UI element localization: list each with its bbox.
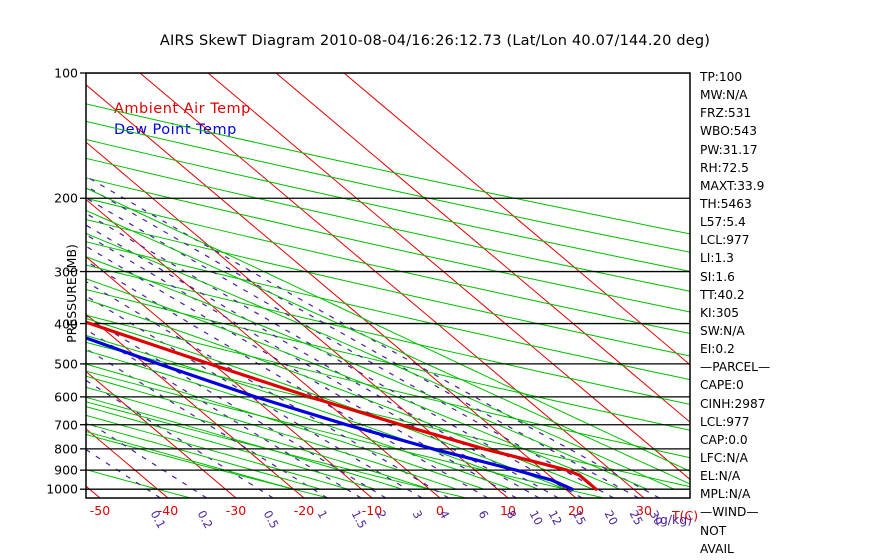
profile-ambient — [86, 320, 598, 491]
pressure-tick: 900 — [54, 462, 78, 478]
stat-item: LI:1.3 — [700, 251, 734, 266]
stat-item: CINH:2987 — [700, 396, 766, 411]
stat-item: MPL:N/A — [700, 487, 751, 502]
pressure-tick: 700 — [54, 417, 78, 433]
pressure-tick: 100 — [54, 65, 78, 81]
stat-item: WBO:543 — [700, 124, 757, 139]
bottom-temp-tick: -50 — [89, 503, 111, 518]
stat-item: MAXT:33.9 — [700, 178, 765, 193]
stat-item: TT:40.2 — [700, 287, 745, 302]
stat-item: MW:N/A — [700, 88, 748, 103]
pressure-tick: 500 — [54, 356, 78, 372]
pressure-tick: 600 — [54, 389, 78, 405]
stat-item: CAPE:0 — [700, 378, 744, 393]
bottom-temp-tick: 0 — [436, 503, 444, 518]
stat-item: LFC:N/A — [700, 450, 748, 465]
stat-item: PW:31.17 — [700, 142, 758, 157]
stat-item: TP:100 — [700, 70, 743, 84]
pressure-tick: 800 — [54, 441, 78, 457]
stat-item: EI:0.2 — [700, 342, 735, 357]
stat-item: CAP:0.0 — [700, 432, 748, 447]
stat-item: TH:5463 — [700, 196, 752, 211]
stat-item: RH:72.5 — [700, 160, 749, 175]
pressure-tick: 1000 — [46, 481, 78, 497]
stat-item: SW:N/A — [700, 323, 745, 338]
pressure-tick: 300 — [54, 264, 78, 280]
stat-item: —PARCEL— — [700, 360, 771, 375]
bottom-temp-tick: -20 — [293, 503, 315, 518]
sounding-stats-panel: TP:100 MW:N/A FRZ:531 WBO:543 PW:31.17 RH:72.… — [700, 68, 865, 558]
bottom-temp-tick: -10 — [361, 503, 383, 518]
page-title: AIRS SkewT Diagram 2010-08-04/16:26:12.7… — [159, 33, 711, 49]
bottom-temp-tick: -40 — [157, 503, 179, 518]
pressure-tick: 200 — [54, 190, 78, 206]
stat-item: L57:5.4 — [700, 215, 746, 230]
stat-item: FRZ:531 — [700, 106, 752, 121]
stat-item: AVAIL — [700, 541, 734, 556]
stat-item: EL:N/A — [700, 469, 741, 484]
pressure-tick: 400 — [54, 316, 78, 332]
temperature-unit-label: T(C) — [672, 508, 699, 523]
stat-item: KI:305 — [700, 305, 739, 320]
stat-item: LCL:977 — [700, 414, 750, 429]
bottom-temp-tick: -30 — [225, 503, 247, 518]
bottom-temp-tick: 20 — [568, 503, 584, 518]
profile-dewpoint — [86, 336, 574, 491]
bottom-temp-tick: 10 — [500, 503, 516, 518]
stat-item: LCL:977 — [700, 233, 750, 248]
bottom-temp-tick: 30 — [636, 503, 652, 518]
stat-item: SI:1.6 — [700, 269, 735, 284]
stat-item: —WIND— — [700, 505, 759, 520]
stat-item: NOT — [700, 523, 727, 538]
mixing-ratio-unit-label: (g/kg) — [655, 512, 693, 527]
